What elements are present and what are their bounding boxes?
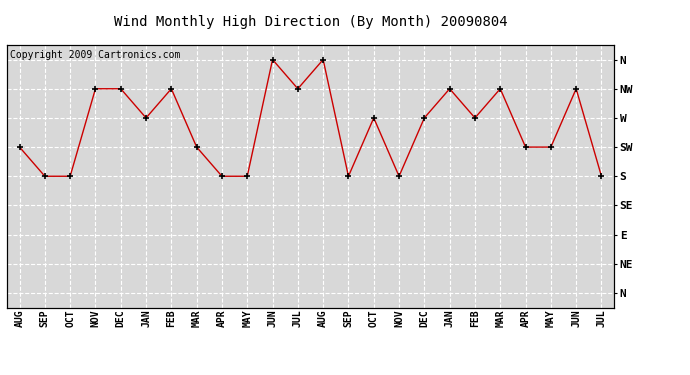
Text: Wind Monthly High Direction (By Month) 20090804: Wind Monthly High Direction (By Month) 2… [114,15,507,29]
Text: Copyright 2009 Cartronics.com: Copyright 2009 Cartronics.com [10,50,180,60]
